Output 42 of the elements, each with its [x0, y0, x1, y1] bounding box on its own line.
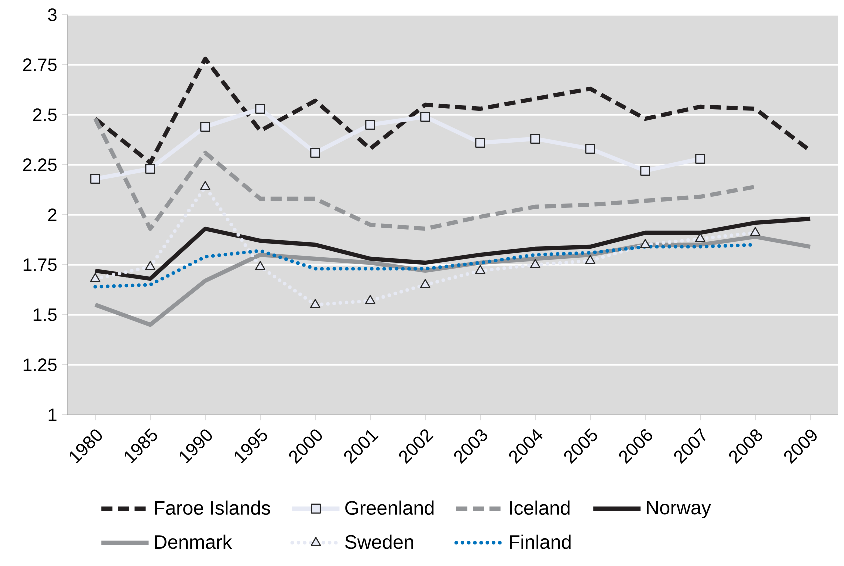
point: [365, 295, 376, 304]
y-tick-label: 2.75: [23, 58, 57, 72]
point: [145, 261, 156, 270]
point: [475, 265, 486, 274]
point: [200, 181, 211, 190]
point: [640, 166, 650, 176]
legend-label: Faroe Islands: [155, 500, 270, 516]
point: [530, 259, 541, 268]
point: [586, 144, 596, 154]
point: [366, 120, 376, 130]
point: [420, 279, 431, 288]
point: [90, 273, 101, 282]
point: [640, 239, 651, 248]
legend-label: Greenland: [346, 500, 434, 516]
y-tick-label: 2.25: [23, 158, 57, 172]
legend-label: Finland: [510, 534, 571, 550]
y-tick-label: 2: [48, 208, 57, 222]
y-tick-label: 3: [48, 8, 57, 22]
y-tick-label: 2.5: [33, 108, 57, 122]
point: [420, 112, 430, 122]
legend-label: Denmark: [155, 534, 232, 550]
y-tick-label: 1.5: [34, 308, 57, 322]
point: [530, 134, 540, 144]
point: [585, 255, 596, 264]
point: [90, 174, 100, 184]
point: [200, 122, 210, 132]
point: [695, 233, 706, 242]
legend-label: Sweden: [345, 534, 414, 550]
line-series: [93, 216, 813, 282]
y-tick-label: 1.75: [24, 258, 57, 272]
y-tick-label: 1.25: [24, 358, 57, 372]
point: [256, 104, 266, 114]
legend-label: Norway: [647, 501, 712, 519]
point: [476, 138, 486, 148]
point: [310, 299, 321, 308]
legend-label: Iceland: [510, 500, 570, 516]
point: [310, 148, 320, 158]
point: [255, 261, 266, 270]
point: [696, 154, 706, 164]
point: [146, 164, 156, 174]
point: [750, 227, 761, 236]
y-tick-label: 1: [48, 408, 57, 422]
